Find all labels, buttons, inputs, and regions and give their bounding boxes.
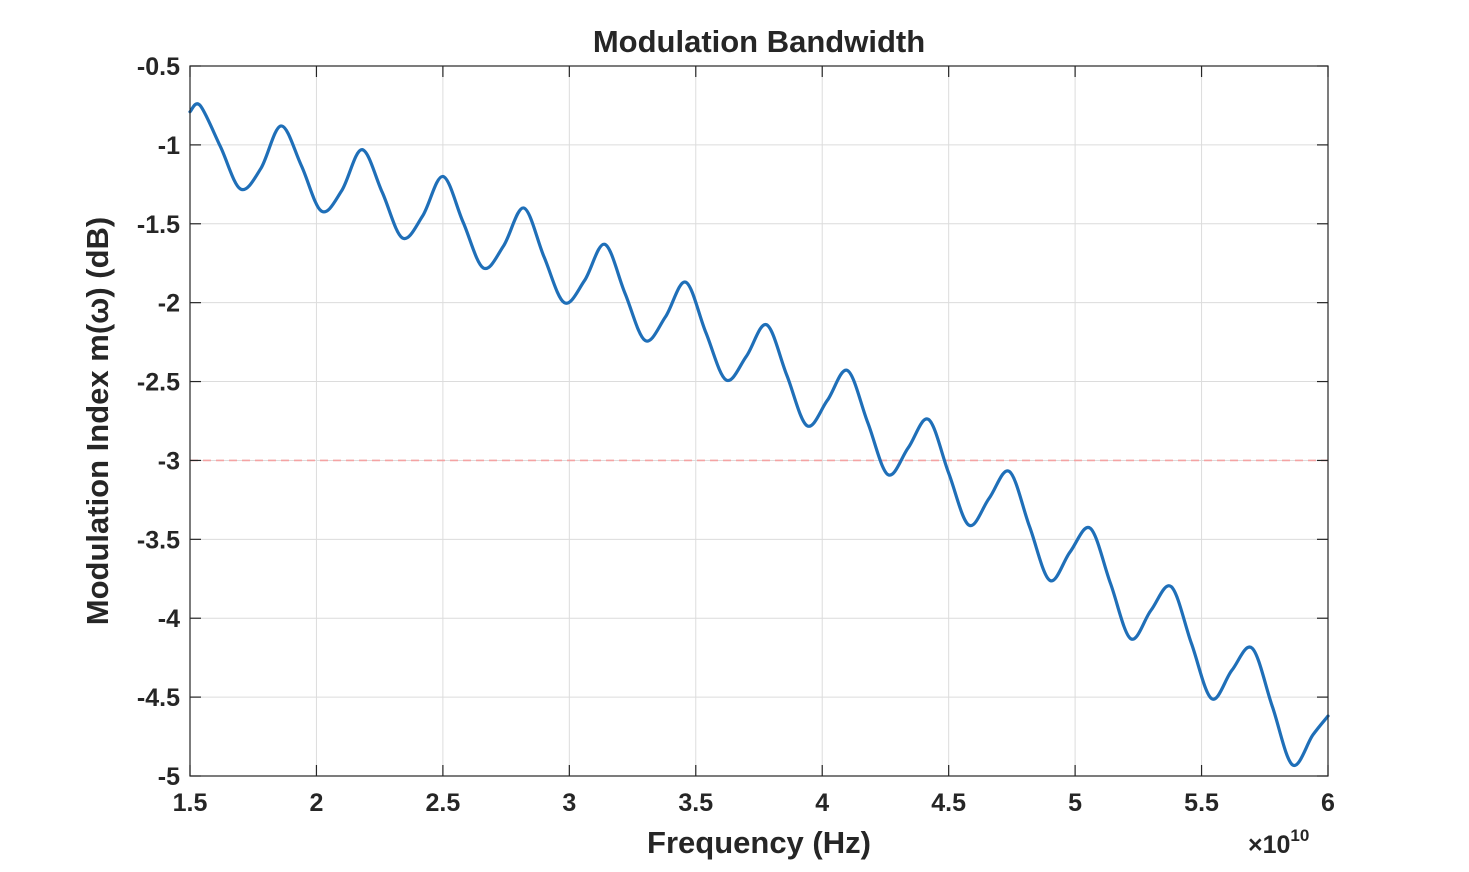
x-tick-label: 4 (815, 789, 829, 817)
x-tick-label: 5 (1068, 789, 1082, 817)
y-tick-label: -1.5 (137, 211, 180, 239)
y-tick-label: -3 (158, 447, 180, 475)
y-tick-label: -4 (158, 605, 180, 633)
y-axis-label: Modulation Index m(ω) (dB) (80, 217, 115, 625)
x-tick-labels: 1.5 2 2.5 3 3.5 4 4.5 5 5.5 6 (173, 789, 1335, 817)
series-group (188, 102, 1330, 767)
y-tick-label: -4.5 (137, 684, 180, 712)
x-tick-label: 2 (309, 789, 323, 817)
x-axis-multiplier: ×1010 (1248, 826, 1309, 859)
y-tick-label: -3.5 (137, 526, 180, 554)
chart-title: Modulation Bandwidth (593, 24, 925, 59)
x-tick-label: 3 (562, 789, 576, 817)
x-tick-label: 6 (1321, 789, 1335, 817)
x-tick-label: 1.5 (173, 789, 208, 817)
series-line (188, 102, 1330, 767)
y-tick-label: -5 (158, 763, 180, 791)
y-tick-label: -0.5 (137, 53, 180, 81)
x-axis-multiplier-base: ×10 (1248, 831, 1290, 859)
y-tick-label: -2.5 (137, 369, 180, 397)
x-axis-label: Frequency (Hz) (647, 825, 871, 860)
x-tick-label: 5.5 (1184, 789, 1219, 817)
y-tick-label: -1 (158, 132, 180, 160)
plot-area (190, 66, 1328, 776)
plot-frame (189, 65, 1329, 777)
x-tick-label: 3.5 (678, 789, 713, 817)
x-tick-label: 2.5 (426, 789, 461, 817)
axis-ticks (189, 65, 1329, 777)
y-tick-labels: -0.5 -1 -1.5 -2 -2.5 -3 -3.5 -4 -4.5 -5 (137, 53, 180, 791)
x-tick-label: 4.5 (931, 789, 966, 817)
y-tick-label: -2 (158, 290, 180, 318)
x-axis-multiplier-exponent: 10 (1290, 826, 1309, 845)
